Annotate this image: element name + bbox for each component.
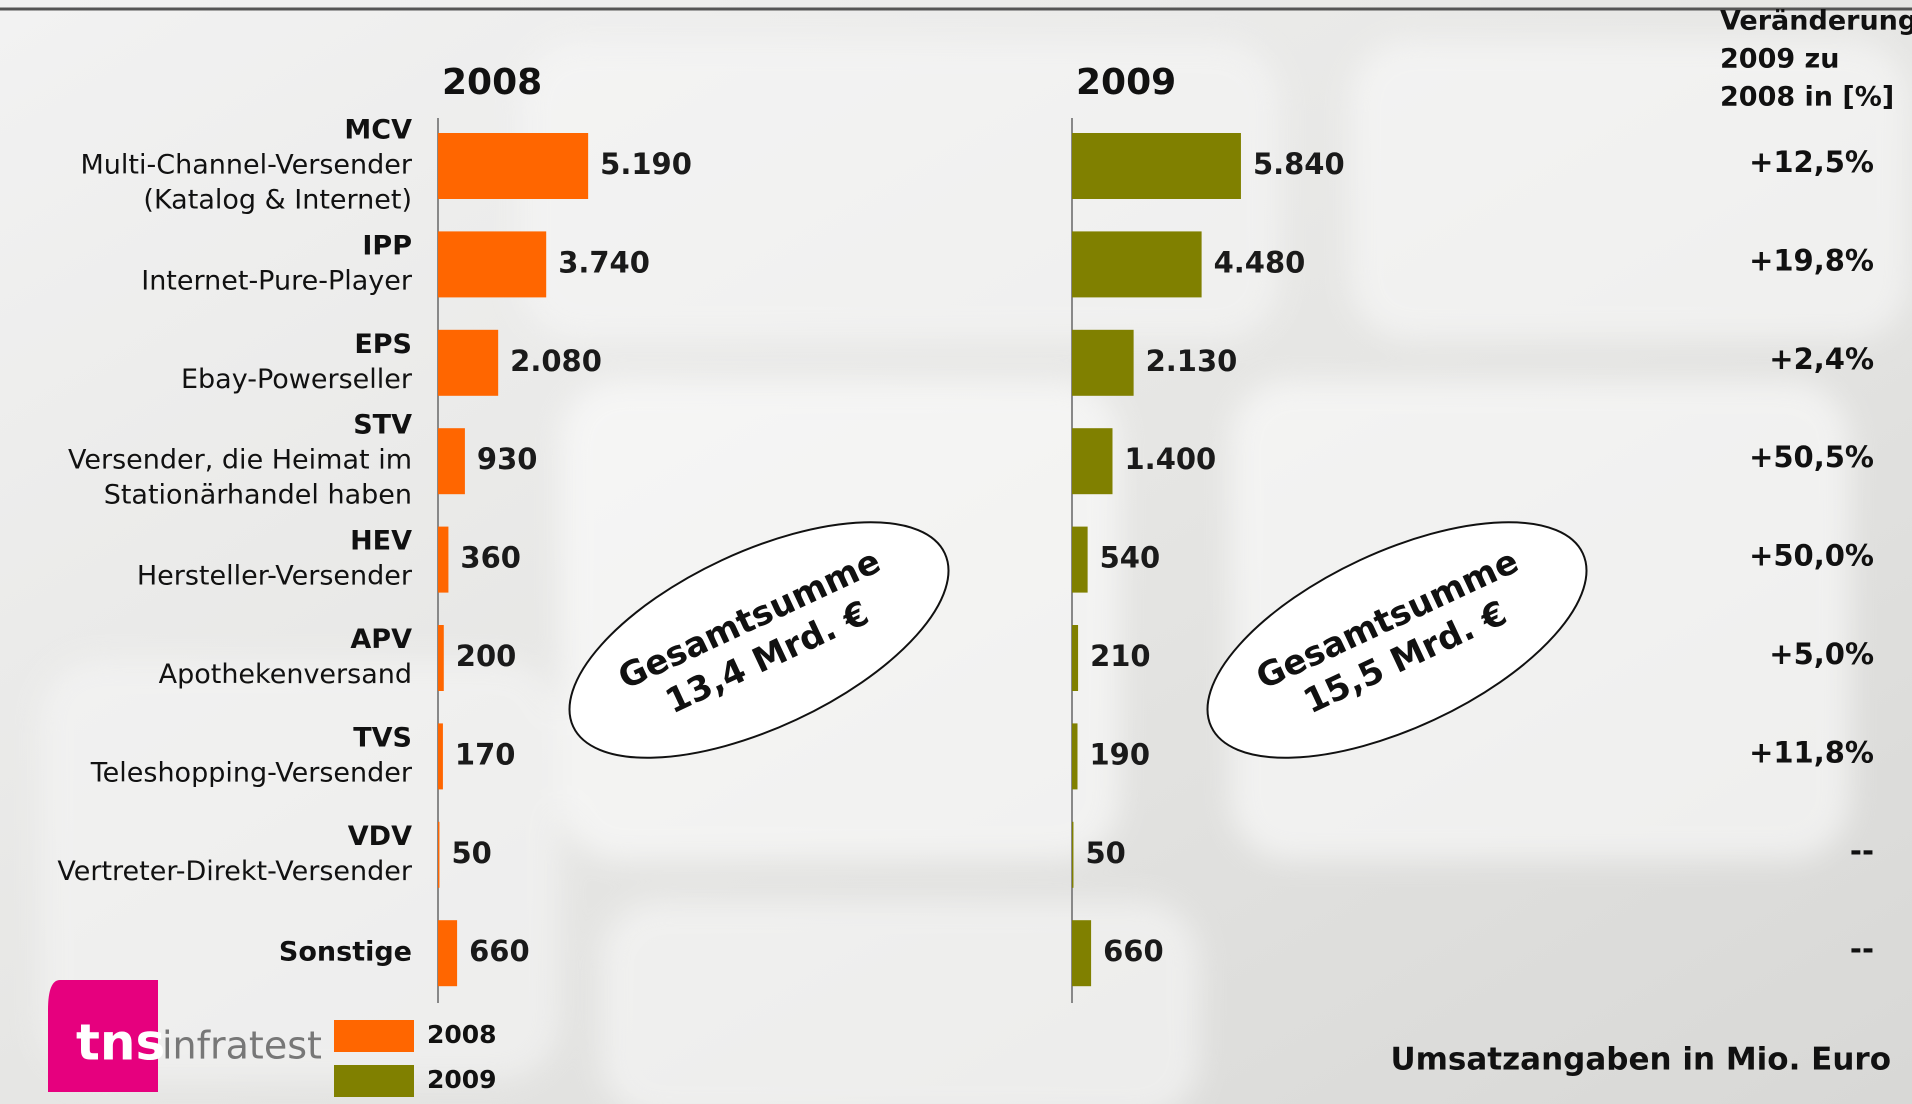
annotation-ellipse bbox=[568, 521, 950, 759]
value-label: 2.130 bbox=[1146, 344, 1238, 378]
category-code: HEV bbox=[350, 526, 412, 557]
category-description: Stationärhandel haben bbox=[104, 480, 412, 511]
category-description: Teleshopping-Versender bbox=[90, 757, 413, 788]
change-label: +11,8% bbox=[1749, 735, 1874, 769]
value-label: 2.080 bbox=[510, 344, 602, 378]
legend-label: 2008 bbox=[427, 1020, 497, 1049]
value-label: 930 bbox=[477, 442, 538, 476]
bar bbox=[438, 133, 589, 199]
logo-name: infratest bbox=[162, 1024, 322, 1068]
logo-brand: tns bbox=[76, 1014, 165, 1072]
category-description: (Katalog & Internet) bbox=[143, 185, 412, 216]
legend-swatch bbox=[334, 1065, 414, 1097]
category-description: Apothekenversand bbox=[159, 659, 412, 690]
bar bbox=[1072, 526, 1088, 593]
value-label: 660 bbox=[1103, 934, 1164, 968]
value-label: 50 bbox=[1085, 836, 1125, 870]
value-label: 170 bbox=[455, 737, 516, 771]
value-label: 210 bbox=[1090, 639, 1151, 673]
category-code: VDV bbox=[348, 821, 412, 852]
bar bbox=[1072, 625, 1079, 691]
legend-swatch bbox=[334, 1020, 414, 1052]
value-label: 5.840 bbox=[1253, 147, 1345, 181]
logo-shape bbox=[48, 980, 158, 1092]
category-code: STV bbox=[353, 410, 412, 441]
bar bbox=[438, 329, 499, 396]
footnote: Umsatzangaben in Mio. Euro bbox=[1390, 1042, 1891, 1078]
change-label: +50,0% bbox=[1749, 539, 1874, 573]
change-label: +2,4% bbox=[1769, 342, 1874, 376]
value-label: 540 bbox=[1100, 541, 1161, 575]
panel-title: 2009 bbox=[1076, 62, 1176, 103]
bar bbox=[1072, 133, 1241, 199]
bar bbox=[438, 920, 458, 987]
value-label: 50 bbox=[451, 836, 491, 870]
change-header: 2009 zu bbox=[1720, 44, 1839, 75]
change-label: +12,5% bbox=[1749, 145, 1874, 179]
category-code: IPP bbox=[362, 230, 412, 261]
bar bbox=[1072, 920, 1092, 987]
value-label: 3.740 bbox=[558, 245, 650, 279]
value-label: 200 bbox=[456, 639, 517, 673]
category-description: Vertreter-Direkt-Versender bbox=[57, 856, 413, 887]
bar bbox=[438, 821, 440, 888]
category-code: APV bbox=[350, 624, 412, 655]
category-code: TVS bbox=[353, 722, 412, 753]
bar bbox=[1072, 231, 1202, 298]
category-description: Hersteller-Versender bbox=[137, 561, 413, 592]
category-description: Ebay-Powerseller bbox=[181, 364, 413, 395]
value-label: 1.400 bbox=[1125, 442, 1217, 476]
bar bbox=[438, 526, 449, 593]
category-code: EPS bbox=[354, 329, 412, 360]
change-label: -- bbox=[1850, 834, 1874, 868]
category-description: Internet-Pure-Player bbox=[141, 265, 413, 296]
change-header: Veränderung bbox=[1720, 6, 1912, 37]
bar bbox=[438, 723, 443, 790]
change-label: +19,8% bbox=[1749, 243, 1874, 277]
value-label: 190 bbox=[1089, 737, 1150, 771]
change-header: 2008 in [%] bbox=[1720, 82, 1894, 113]
value-label: 660 bbox=[469, 934, 530, 968]
bar bbox=[438, 428, 465, 495]
value-label: 5.190 bbox=[600, 147, 692, 181]
bar bbox=[438, 625, 444, 691]
category-description: Multi-Channel-Versender bbox=[81, 150, 413, 181]
logo: tns infratest bbox=[48, 980, 322, 1092]
bar bbox=[1072, 821, 1074, 888]
value-label: 4.480 bbox=[1214, 245, 1306, 279]
bar bbox=[1072, 428, 1113, 495]
change-label: +5,0% bbox=[1769, 637, 1874, 671]
bar bbox=[1072, 723, 1078, 790]
change-label: -- bbox=[1850, 932, 1874, 966]
legend-label: 2009 bbox=[427, 1065, 497, 1094]
value-label: 360 bbox=[460, 541, 521, 575]
bar bbox=[1072, 329, 1134, 396]
bar bbox=[438, 231, 547, 298]
change-label: +50,5% bbox=[1749, 440, 1874, 474]
category-description: Versender, die Heimat im bbox=[68, 445, 412, 476]
category-code: MCV bbox=[344, 115, 412, 146]
category-code: Sonstige bbox=[279, 937, 412, 968]
annotation-ellipse bbox=[1206, 521, 1588, 759]
panel-title: 2008 bbox=[442, 62, 542, 103]
